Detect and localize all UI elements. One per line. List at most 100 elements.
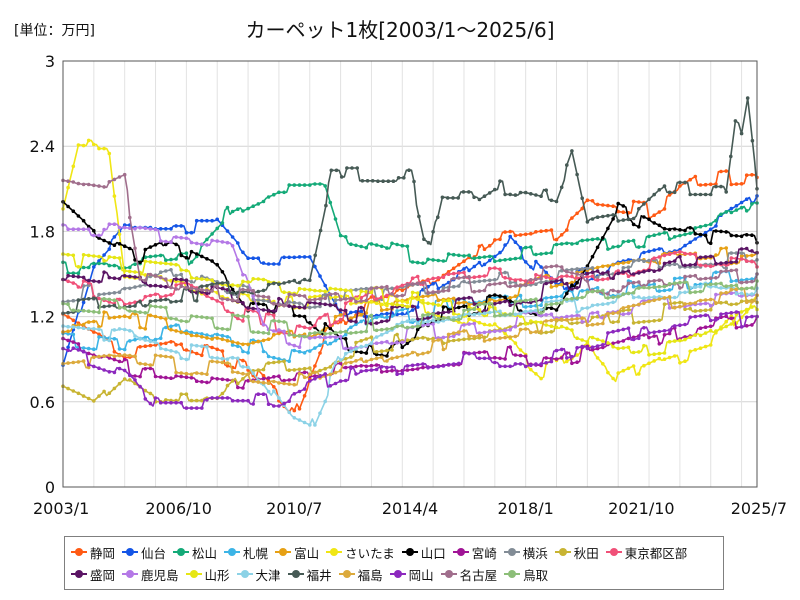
data-point	[513, 334, 518, 339]
data-point	[256, 308, 261, 313]
data-point	[451, 266, 456, 271]
data-point	[570, 283, 574, 288]
data-point	[518, 348, 523, 352]
legend-label: 宮崎	[471, 545, 497, 561]
data-point	[343, 332, 348, 337]
data-point	[318, 335, 322, 339]
data-point	[86, 138, 91, 143]
data-point	[117, 381, 122, 386]
data-point	[97, 279, 101, 284]
data-point	[128, 353, 132, 358]
data-point	[395, 285, 399, 290]
data-point	[189, 260, 194, 264]
data-point	[410, 276, 415, 281]
data-point	[585, 275, 590, 279]
data-point	[374, 341, 379, 346]
data-point	[200, 288, 204, 292]
data-point	[667, 355, 672, 360]
data-point	[400, 354, 405, 358]
data-point	[66, 302, 70, 307]
data-point	[225, 290, 230, 295]
data-point	[518, 245, 523, 250]
legend-item: 盛岡	[71, 563, 115, 585]
data-point	[739, 291, 744, 296]
data-point	[637, 200, 641, 204]
data-point	[112, 276, 117, 281]
data-point	[236, 398, 240, 403]
data-point	[575, 241, 579, 246]
data-point	[688, 335, 692, 340]
data-point	[477, 333, 482, 338]
data-point	[71, 209, 76, 213]
data-point	[374, 335, 379, 339]
data-point	[529, 319, 533, 323]
data-point	[724, 290, 728, 295]
data-point	[138, 310, 142, 315]
data-point	[333, 320, 338, 325]
data-point	[415, 353, 420, 357]
data-point	[708, 241, 713, 245]
data-point	[513, 256, 518, 261]
data-point	[426, 301, 430, 306]
data-point	[174, 235, 178, 239]
data-point	[261, 277, 266, 282]
data-point	[86, 278, 91, 283]
data-point	[138, 325, 142, 330]
data-point	[374, 243, 379, 247]
legend-marker-icon	[224, 546, 241, 558]
legend-label: 盛岡	[90, 567, 116, 583]
data-point	[683, 232, 687, 237]
data-point	[565, 269, 569, 274]
data-point	[359, 305, 364, 310]
data-point	[601, 345, 605, 350]
data-point	[688, 290, 692, 295]
data-point	[554, 357, 559, 361]
data-point	[302, 420, 307, 425]
data-point	[529, 280, 533, 285]
data-point	[153, 243, 158, 247]
data-point	[282, 303, 286, 308]
data-point	[657, 247, 662, 251]
data-point	[445, 196, 450, 200]
data-point	[621, 285, 626, 289]
data-point	[544, 313, 548, 317]
data-point	[354, 347, 358, 351]
data-point	[554, 279, 559, 283]
data-point	[513, 278, 518, 282]
data-point	[112, 194, 117, 198]
data-point	[667, 252, 672, 256]
data-point	[412, 179, 416, 184]
data-point	[415, 317, 420, 322]
data-point	[210, 316, 214, 321]
data-point	[467, 317, 471, 321]
data-point	[107, 300, 112, 304]
data-point	[164, 400, 168, 405]
data-point	[138, 225, 142, 230]
data-point	[179, 374, 183, 379]
data-point	[580, 338, 584, 342]
data-point	[616, 346, 620, 351]
data-point	[421, 280, 425, 285]
data-point	[590, 266, 595, 270]
data-point	[359, 244, 364, 249]
data-point	[282, 190, 286, 195]
data-point	[143, 247, 148, 252]
data-point	[122, 314, 127, 319]
data-point	[81, 182, 86, 187]
data-point	[308, 372, 312, 377]
data-point	[585, 220, 590, 224]
data-point	[272, 302, 276, 306]
data-point	[652, 221, 656, 225]
data-point	[184, 406, 189, 410]
data-point	[585, 271, 590, 276]
data-point	[328, 341, 333, 346]
data-point	[102, 304, 106, 309]
data-point	[539, 329, 543, 334]
data-point	[215, 326, 219, 331]
data-point	[719, 229, 723, 234]
data-point	[415, 260, 420, 265]
data-point	[349, 355, 353, 359]
data-point	[724, 169, 728, 173]
data-point	[549, 299, 554, 304]
data-point	[477, 255, 482, 260]
